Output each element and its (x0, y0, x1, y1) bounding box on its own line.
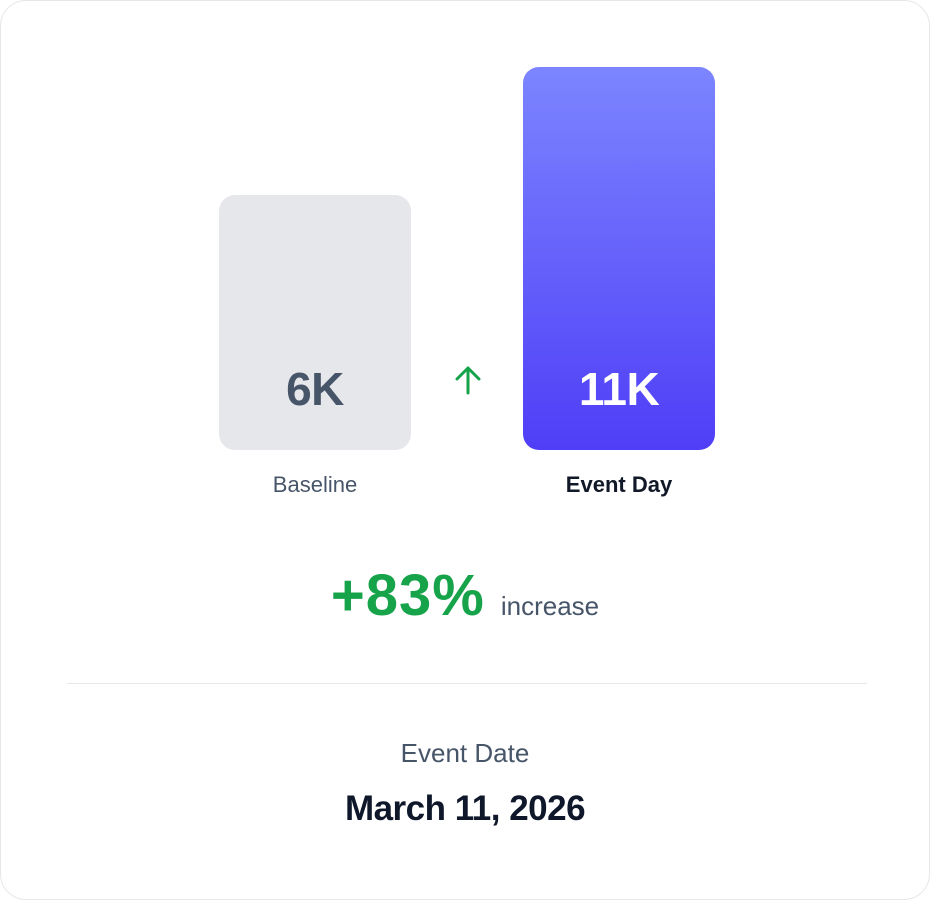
category-label-baseline: Baseline (272, 472, 358, 497)
bar-value-event-day: 11K (578, 363, 660, 415)
bar-value-baseline: 6K (286, 363, 344, 415)
percent-change: +83% (330, 563, 485, 628)
bar-event-day: 11K (523, 67, 715, 450)
event-date-value: March 11, 2026 (344, 789, 586, 828)
bar-baseline: 6K (219, 195, 411, 450)
divider (67, 683, 867, 684)
category-label-event-day: Event Day (565, 472, 673, 497)
event-date-label: Event Date (400, 738, 530, 768)
percent-change-label: increase (500, 591, 600, 621)
increase-summary: +83% increase (1, 567, 929, 625)
arrow-up-icon (455, 366, 481, 395)
